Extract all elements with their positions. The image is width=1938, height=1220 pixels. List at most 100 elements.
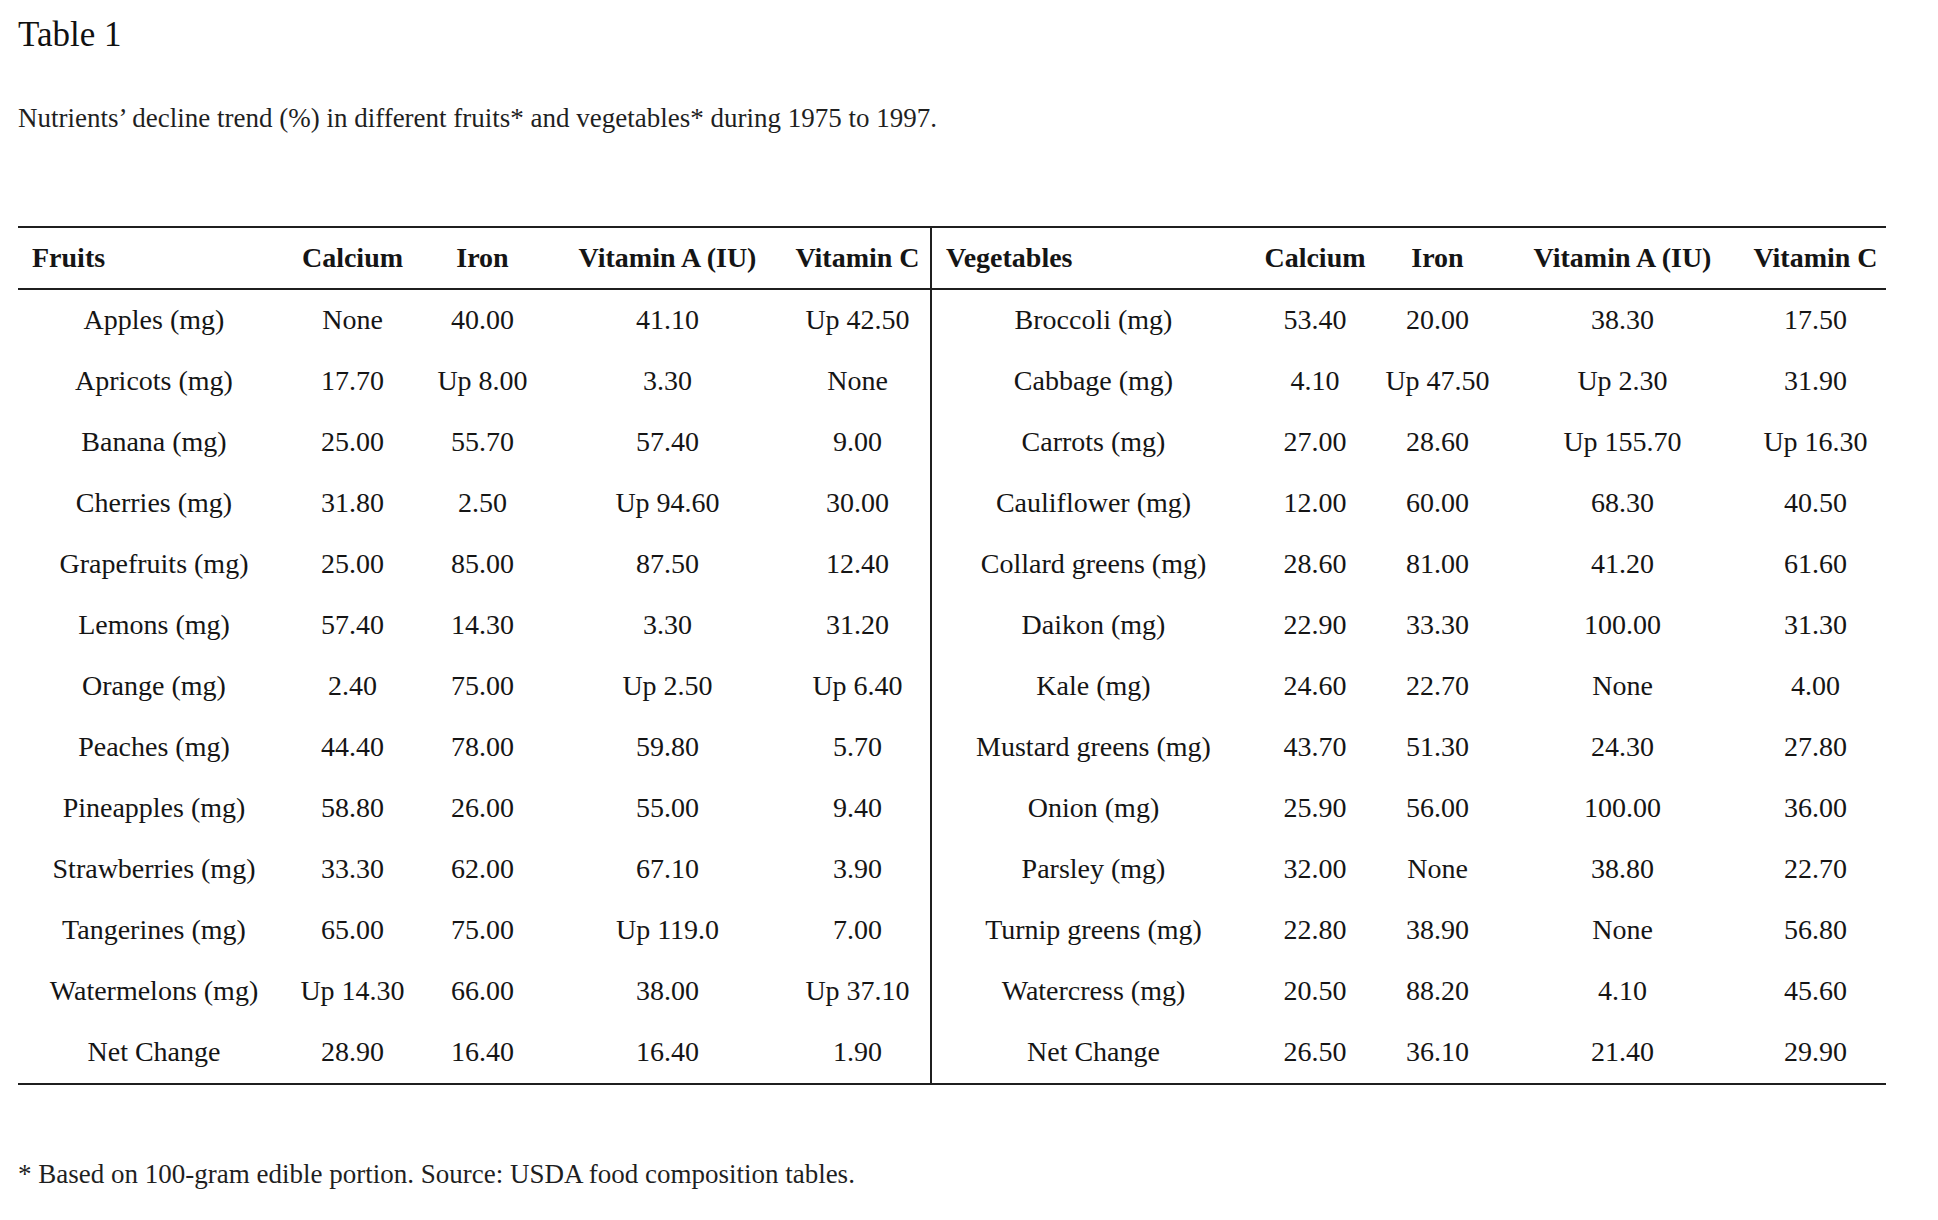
value-cell: 17.70 <box>290 351 415 412</box>
value-cell: 27.80 <box>1745 717 1886 778</box>
column-header-vegetables-calcium: Calcium <box>1255 227 1375 289</box>
vegetable-name-cell: Collard greens (mg) <box>931 534 1255 595</box>
value-cell: 27.00 <box>1255 412 1375 473</box>
value-cell: 33.30 <box>1375 595 1500 656</box>
value-cell: Up 2.50 <box>550 656 785 717</box>
value-cell: 31.80 <box>290 473 415 534</box>
value-cell: 24.30 <box>1500 717 1745 778</box>
value-cell: 20.00 <box>1375 289 1500 351</box>
table-row: Tangerines (mg)65.0075.00Up 119.07.00Tur… <box>18 900 1886 961</box>
vegetable-name-cell: Broccoli (mg) <box>931 289 1255 351</box>
value-cell: 41.10 <box>550 289 785 351</box>
value-cell: 25.00 <box>290 534 415 595</box>
value-cell: 66.00 <box>415 961 550 1022</box>
value-cell: 31.90 <box>1745 351 1886 412</box>
fruit-name-cell: Cherries (mg) <box>18 473 290 534</box>
value-cell: 26.50 <box>1255 1022 1375 1084</box>
vegetable-name-cell: Cauliflower (mg) <box>931 473 1255 534</box>
vegetable-name-cell: Watercress (mg) <box>931 961 1255 1022</box>
value-cell: 29.90 <box>1745 1022 1886 1084</box>
value-cell: Up 2.30 <box>1500 351 1745 412</box>
table-row: Strawberries (mg)33.3062.0067.103.90Pars… <box>18 839 1886 900</box>
value-cell: 40.50 <box>1745 473 1886 534</box>
value-cell: 67.10 <box>550 839 785 900</box>
value-cell: 60.00 <box>1375 473 1500 534</box>
value-cell: 17.50 <box>1745 289 1886 351</box>
value-cell: Up 8.00 <box>415 351 550 412</box>
value-cell: 7.00 <box>785 900 931 961</box>
value-cell: 25.00 <box>290 412 415 473</box>
header-row: Fruits Calcium Iron Vitamin A (IU) Vitam… <box>18 227 1886 289</box>
column-header-fruits-vitamin-a: Vitamin A (IU) <box>550 227 785 289</box>
value-cell: 87.50 <box>550 534 785 595</box>
fruit-name-cell: Lemons (mg) <box>18 595 290 656</box>
value-cell: None <box>1375 839 1500 900</box>
value-cell: Up 16.30 <box>1745 412 1886 473</box>
value-cell: Up 119.0 <box>550 900 785 961</box>
value-cell: 55.00 <box>550 778 785 839</box>
nutrients-table: Fruits Calcium Iron Vitamin A (IU) Vitam… <box>18 226 1886 1085</box>
value-cell: 25.90 <box>1255 778 1375 839</box>
value-cell: Up 37.10 <box>785 961 931 1022</box>
table-row: Watermelons (mg)Up 14.3066.0038.00Up 37.… <box>18 961 1886 1022</box>
value-cell: 68.30 <box>1500 473 1745 534</box>
value-cell: 31.30 <box>1745 595 1886 656</box>
value-cell: 16.40 <box>415 1022 550 1084</box>
value-cell: None <box>1500 656 1745 717</box>
value-cell: 85.00 <box>415 534 550 595</box>
value-cell: 57.40 <box>550 412 785 473</box>
value-cell: 81.00 <box>1375 534 1500 595</box>
fruit-name-cell: Peaches (mg) <box>18 717 290 778</box>
value-cell: 5.70 <box>785 717 931 778</box>
column-header-vegetables-vitamin-a: Vitamin A (IU) <box>1500 227 1745 289</box>
value-cell: 24.60 <box>1255 656 1375 717</box>
table-caption: Nutrients’ decline trend (%) in differen… <box>18 102 1938 136</box>
value-cell: 41.20 <box>1500 534 1745 595</box>
value-cell: 75.00 <box>415 900 550 961</box>
value-cell: 3.90 <box>785 839 931 900</box>
value-cell: 2.50 <box>415 473 550 534</box>
footnote: * Based on 100-gram edible portion. Sour… <box>18 1159 1938 1190</box>
table-body: Apples (mg)None40.0041.10Up 42.50Broccol… <box>18 289 1886 1084</box>
value-cell: Up 155.70 <box>1500 412 1745 473</box>
value-cell: 44.40 <box>290 717 415 778</box>
table-row: Banana (mg)25.0055.7057.409.00Carrots (m… <box>18 412 1886 473</box>
value-cell: 78.00 <box>415 717 550 778</box>
vegetable-name-cell: Cabbage (mg) <box>931 351 1255 412</box>
value-cell: 38.30 <box>1500 289 1745 351</box>
value-cell: 53.40 <box>1255 289 1375 351</box>
column-header-vegetables: Vegetables <box>931 227 1255 289</box>
value-cell: 43.70 <box>1255 717 1375 778</box>
value-cell: 38.00 <box>550 961 785 1022</box>
fruit-name-cell: Net Change <box>18 1022 290 1084</box>
value-cell: 12.40 <box>785 534 931 595</box>
value-cell: None <box>1500 900 1745 961</box>
value-cell: 59.80 <box>550 717 785 778</box>
value-cell: 2.40 <box>290 656 415 717</box>
fruit-name-cell: Orange (mg) <box>18 656 290 717</box>
table-row: Orange (mg)2.4075.00Up 2.50Up 6.40Kale (… <box>18 656 1886 717</box>
value-cell: 9.00 <box>785 412 931 473</box>
value-cell: 3.30 <box>550 351 785 412</box>
value-cell: 51.30 <box>1375 717 1500 778</box>
vegetable-name-cell: Turnip greens (mg) <box>931 900 1255 961</box>
value-cell: 28.60 <box>1255 534 1375 595</box>
fruit-name-cell: Banana (mg) <box>18 412 290 473</box>
value-cell: 22.80 <box>1255 900 1375 961</box>
vegetable-name-cell: Carrots (mg) <box>931 412 1255 473</box>
value-cell: 4.10 <box>1255 351 1375 412</box>
value-cell: 58.80 <box>290 778 415 839</box>
table-row: Peaches (mg)44.4078.0059.805.70Mustard g… <box>18 717 1886 778</box>
value-cell: 32.00 <box>1255 839 1375 900</box>
value-cell: 38.90 <box>1375 900 1500 961</box>
value-cell: Up 6.40 <box>785 656 931 717</box>
value-cell: 9.40 <box>785 778 931 839</box>
column-header-fruits-calcium: Calcium <box>290 227 415 289</box>
value-cell: 12.00 <box>1255 473 1375 534</box>
value-cell: 22.90 <box>1255 595 1375 656</box>
column-header-fruits-vitamin-c: Vitamin C <box>785 227 931 289</box>
value-cell: 31.20 <box>785 595 931 656</box>
value-cell: 100.00 <box>1500 778 1745 839</box>
column-header-fruits-iron: Iron <box>415 227 550 289</box>
table-row: Apricots (mg)17.70Up 8.003.30NoneCabbage… <box>18 351 1886 412</box>
